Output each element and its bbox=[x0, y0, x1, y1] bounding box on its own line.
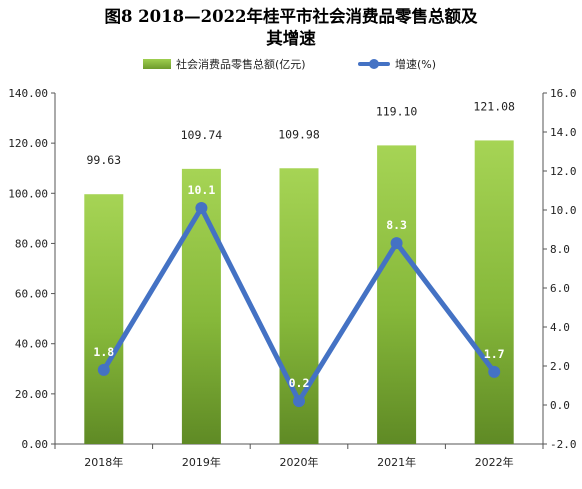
x-axis-category-label: 2020年 bbox=[280, 455, 319, 469]
growth-rate-point bbox=[293, 395, 305, 408]
right-axis-tick-label: 4.0 bbox=[550, 321, 570, 334]
legend-bar-swatch bbox=[143, 59, 171, 69]
right-axis-tick-label: 14.0 bbox=[550, 126, 577, 139]
right-axis-tick-label: 6.0 bbox=[550, 282, 570, 295]
right-axis-tick-label: 0.0 bbox=[550, 399, 570, 412]
left-axis-tick-label: 80.00 bbox=[15, 237, 48, 250]
bar-data-label: 109.98 bbox=[278, 127, 320, 141]
bar-data-label: 109.74 bbox=[181, 128, 223, 142]
x-axis-category-label: 2022年 bbox=[475, 455, 514, 469]
chart-title-line-2: 其增速 bbox=[266, 29, 316, 48]
growth-rate-data-label: 1.7 bbox=[484, 347, 505, 361]
left-axis-tick-label: 100.00 bbox=[8, 187, 48, 200]
left-axis-tick-label: 0.00 bbox=[22, 438, 49, 451]
left-axis-tick-label: 40.00 bbox=[15, 338, 48, 351]
left-axis-tick-label: 60.00 bbox=[15, 288, 48, 301]
growth-rate-point bbox=[97, 363, 110, 376]
legend-label-growth-rate: 增速(%) bbox=[395, 58, 437, 71]
growth-rate-data-label: 10.1 bbox=[188, 183, 216, 197]
growth-rate-point bbox=[488, 365, 501, 378]
bar-data-label: 121.08 bbox=[473, 99, 515, 113]
right-axis-tick-label: -2.0 bbox=[550, 438, 577, 451]
right-axis-tick-label: 12.0 bbox=[550, 165, 577, 178]
legend-item-retail-sales: 社会消费品零售总额(亿元) bbox=[143, 56, 306, 72]
x-axis-category-label: 2018年 bbox=[84, 455, 123, 469]
growth-rate-data-label: 0.2 bbox=[289, 376, 310, 390]
bar bbox=[474, 140, 514, 444]
x-axis-category-label: 2021年 bbox=[377, 455, 416, 469]
chart-legend: 社会消费品零售总额(亿元) 增速(%) bbox=[0, 56, 582, 76]
right-axis-tick-label: 8.0 bbox=[550, 243, 570, 256]
left-axis-tick-label: 120.00 bbox=[8, 137, 48, 150]
legend-item-growth-rate: 增速(%) bbox=[358, 56, 436, 72]
right-axis-tick-label: 2.0 bbox=[550, 360, 570, 373]
growth-rate-point bbox=[195, 202, 208, 215]
growth-rate-data-label: 1.8 bbox=[93, 345, 114, 359]
legend-line-marker bbox=[358, 59, 390, 69]
bar-data-label: 119.10 bbox=[376, 104, 418, 118]
chart-title: 图8 2018—2022年桂平市社会消费品零售总额及 其增速 bbox=[0, 6, 582, 50]
bar bbox=[377, 145, 417, 444]
right-axis-tick-label: 10.0 bbox=[550, 204, 577, 217]
left-axis-tick-label: 140.00 bbox=[8, 87, 48, 100]
right-axis-tick-label: 16.0 bbox=[550, 87, 577, 100]
x-axis-category-label: 2019年 bbox=[182, 455, 221, 469]
bar-data-label: 99.63 bbox=[86, 153, 121, 167]
legend-label-retail-sales: 社会消费品零售总额(亿元) bbox=[176, 58, 306, 71]
growth-rate-data-label: 8.3 bbox=[386, 218, 407, 232]
left-axis-tick-label: 20.00 bbox=[15, 388, 48, 401]
bar bbox=[84, 194, 124, 444]
bar bbox=[181, 168, 221, 444]
chart-title-line-1: 图8 2018—2022年桂平市社会消费品零售总额及 bbox=[104, 7, 478, 26]
growth-rate-point bbox=[390, 237, 403, 250]
